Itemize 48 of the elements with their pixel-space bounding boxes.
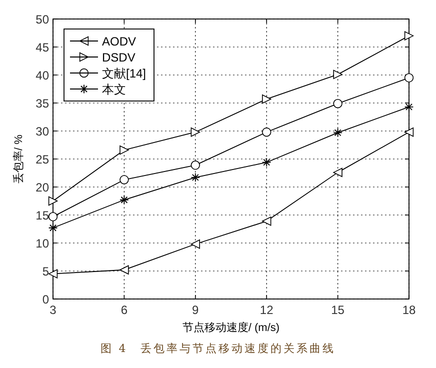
point bbox=[333, 98, 342, 108]
point bbox=[190, 160, 200, 170]
x-tick-label: 15 bbox=[331, 303, 345, 317]
point bbox=[404, 128, 414, 137]
x-tick-label: 9 bbox=[192, 303, 200, 317]
y-tick-label: 45 bbox=[36, 40, 50, 54]
x-tick-label: 18 bbox=[402, 303, 416, 317]
point bbox=[120, 265, 129, 274]
point bbox=[404, 102, 414, 112]
y-tick-label: 35 bbox=[36, 96, 50, 110]
point bbox=[262, 158, 272, 168]
y-tick-label: 50 bbox=[36, 12, 50, 26]
point bbox=[262, 94, 272, 104]
point bbox=[190, 240, 200, 249]
legend-label: DSDV bbox=[102, 50, 136, 64]
point bbox=[333, 128, 342, 138]
point bbox=[404, 73, 414, 82]
legend-label: AODV bbox=[102, 34, 136, 48]
point bbox=[48, 196, 58, 206]
y-tick-label: 40 bbox=[36, 68, 50, 82]
y-tick-label: 0 bbox=[42, 292, 50, 306]
x-tick-label: 12 bbox=[260, 303, 274, 317]
y-tick-label: 10 bbox=[36, 236, 50, 250]
caption: 图 4 丢包率与节点移动速度的关系曲线 bbox=[100, 342, 336, 355]
point bbox=[120, 195, 129, 205]
point bbox=[48, 269, 58, 278]
point bbox=[262, 128, 272, 137]
y-tick-label: 25 bbox=[36, 152, 50, 166]
point bbox=[404, 31, 414, 40]
point bbox=[190, 172, 200, 182]
x-tick-label: 6 bbox=[120, 303, 128, 317]
legend-label: 本文 bbox=[102, 82, 126, 96]
y-tick-label: 5 bbox=[42, 264, 50, 278]
y-tick-label: 15 bbox=[36, 208, 50, 222]
point bbox=[120, 145, 129, 155]
point bbox=[48, 212, 58, 222]
point bbox=[190, 128, 200, 137]
point bbox=[333, 70, 342, 80]
point bbox=[120, 175, 129, 184]
x-axis-title: 节点移动速度/ (m/s) bbox=[182, 321, 280, 334]
x-tick-label: 3 bbox=[50, 303, 57, 317]
y-axis-title: 丢包率/ % bbox=[12, 134, 25, 184]
point bbox=[48, 223, 58, 233]
point bbox=[262, 216, 272, 226]
point bbox=[333, 168, 342, 178]
y-tick-label: 20 bbox=[36, 180, 50, 194]
legend-label: 文献[14] bbox=[102, 66, 146, 80]
y-tick-label: 30 bbox=[36, 124, 50, 138]
